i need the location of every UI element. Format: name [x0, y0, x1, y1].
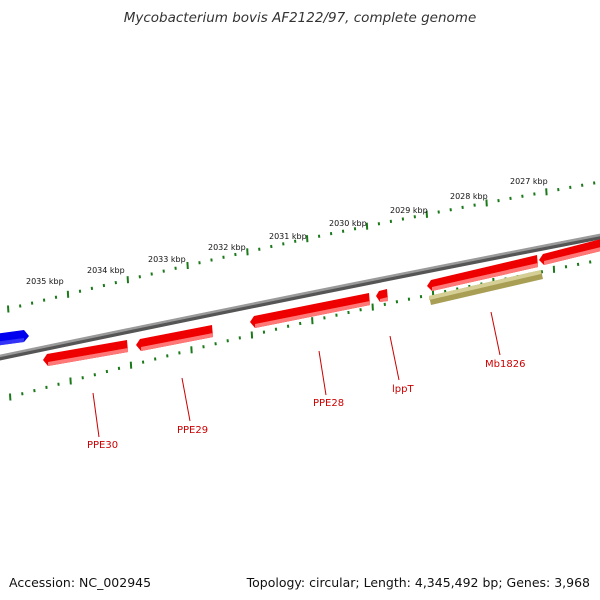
gene-label-mb1826: Mb1826 — [485, 359, 525, 370]
kbp-label: 2032 kbp — [208, 243, 246, 252]
kbp-label: 2029 kbp — [390, 206, 428, 215]
gene-label-ppe30: PPE30 — [87, 440, 118, 451]
kbp-label: 2027 kbp — [510, 177, 548, 186]
label-leaders — [92, 311, 501, 438]
kbp-label: 2030 kbp — [329, 219, 367, 228]
gene-label-ppe29: PPE29 — [177, 425, 208, 436]
genome-backbone-shadow — [0, 234, 600, 361]
gene-label-lppt: lppT — [392, 384, 414, 395]
gene-red-upper-left[interactable] — [427, 255, 538, 291]
kbp-label: 2031 kbp — [269, 232, 307, 241]
kbp-labels: 2027 kbp 2028 kbp 2029 kbp 2030 kbp 2031… — [26, 177, 548, 286]
kbp-label: 2033 kbp — [148, 255, 186, 264]
gene-ppe30[interactable] — [43, 340, 128, 366]
genome-backbone — [0, 233, 600, 358]
gene-red-upper-right[interactable] — [539, 238, 600, 265]
gene-lppt[interactable] — [376, 289, 388, 302]
kbp-label: 2035 kbp — [26, 277, 64, 286]
outer-tick-ring — [7, 181, 596, 313]
gene-mb1826[interactable] — [429, 270, 543, 305]
gene-ppe28[interactable] — [250, 293, 370, 328]
kbp-label: 2034 kbp — [87, 266, 125, 275]
gene-label-ppe28: PPE28 — [313, 398, 344, 409]
kbp-label: 2028 kbp — [450, 192, 488, 201]
map-title: Mycobacterium bovis AF2122/97, complete … — [123, 10, 477, 26]
genome-summary-text: Topology: circular; Length: 4,345,492 bp… — [246, 575, 590, 590]
accession-text: Accession: NC_002945 — [9, 575, 152, 590]
gene-ppe29[interactable] — [136, 325, 213, 351]
gene-blue-arrow[interactable] — [0, 330, 29, 346]
